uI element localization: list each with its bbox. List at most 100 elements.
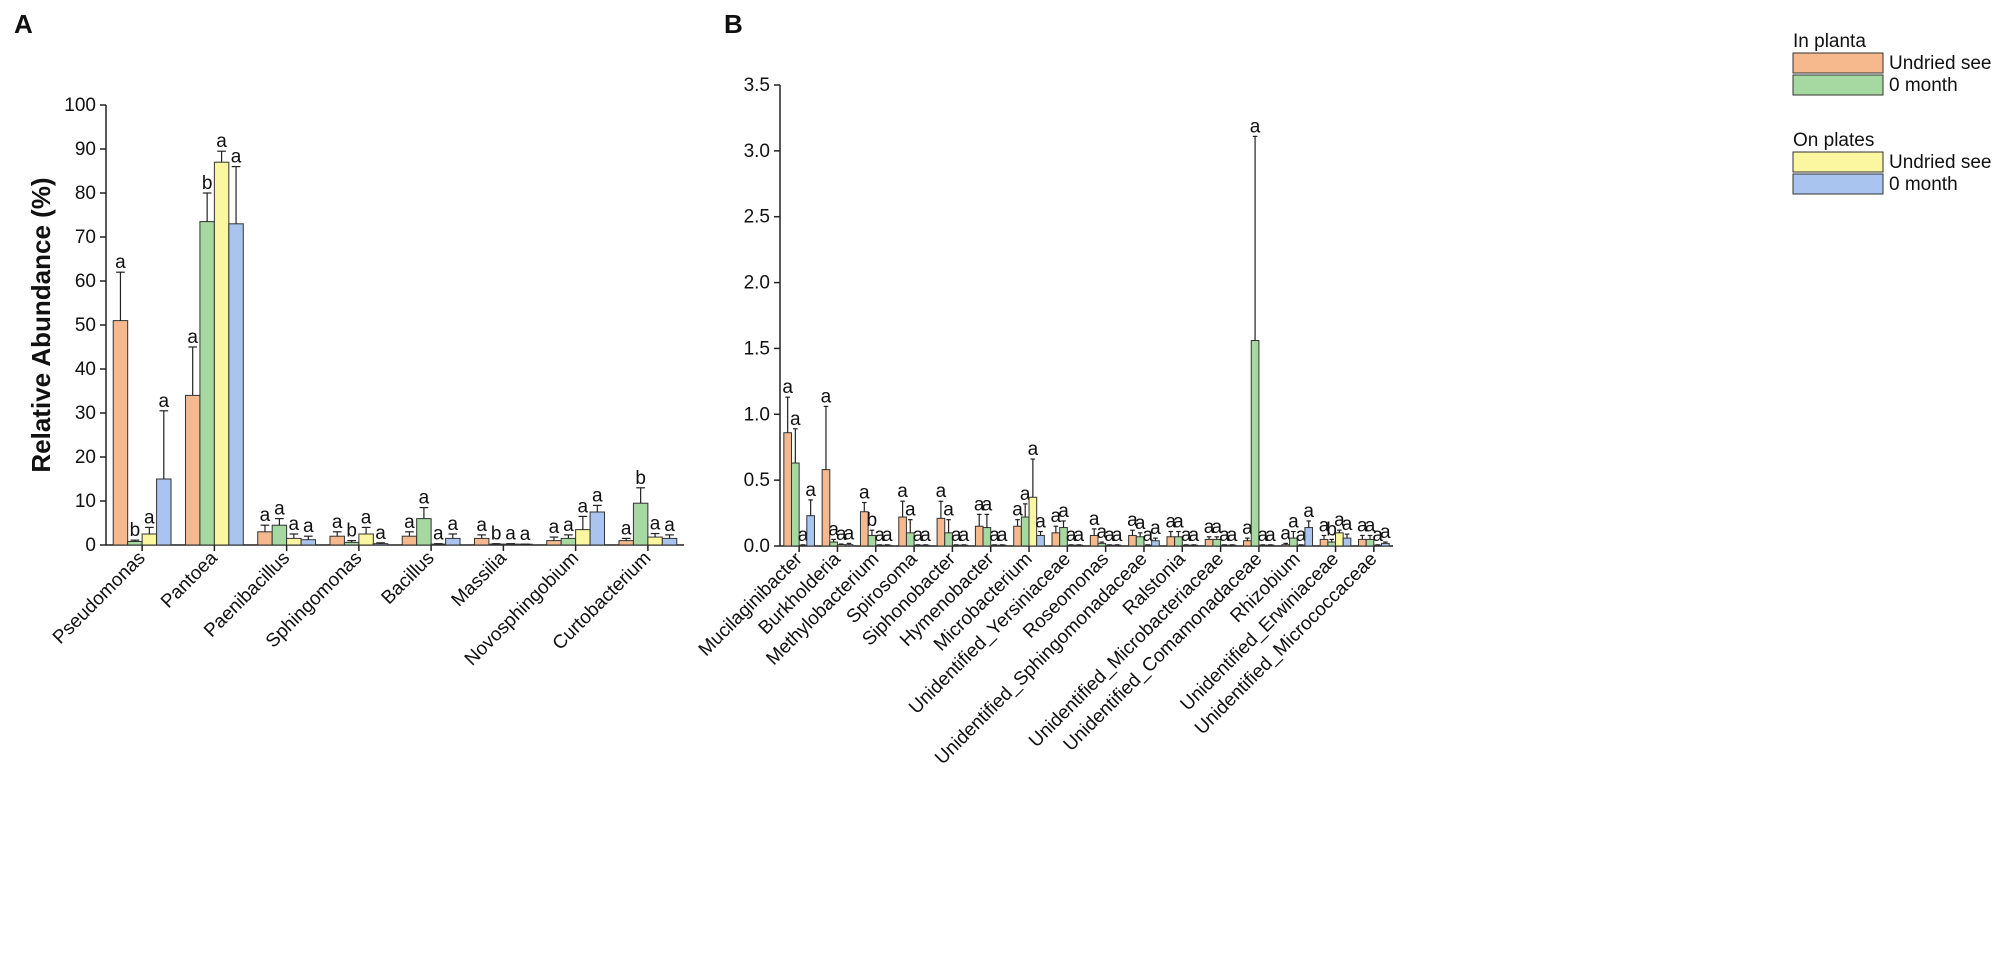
significance-letter: a <box>1135 513 1146 534</box>
significance-letter: a <box>1211 517 1222 538</box>
y-tick-label: 1.5 <box>744 338 770 359</box>
y-tick-label: 80 <box>75 183 96 204</box>
significance-letter: a <box>959 525 970 546</box>
significance-letter: a <box>1058 501 1069 522</box>
significance-letter: a <box>943 500 954 521</box>
significance-letter: b <box>130 520 141 541</box>
y-tick-label: 3.5 <box>744 75 770 96</box>
significance-letter: a <box>1334 510 1345 531</box>
significance-letter: b <box>202 173 213 194</box>
significance-letter: a <box>821 386 832 407</box>
legend-group-title: In planta <box>1793 31 1866 52</box>
bar <box>1243 540 1252 547</box>
significance-letter: a <box>1250 116 1261 137</box>
significance-letter: a <box>951 525 962 546</box>
significance-letter: a <box>621 518 632 539</box>
significance-letter: a <box>563 515 574 536</box>
bar <box>156 478 172 546</box>
significance-letter: a <box>448 514 459 535</box>
bar <box>1304 527 1314 547</box>
significance-letter: a <box>1280 523 1291 544</box>
significance-letter: a <box>1372 525 1383 546</box>
significance-letter: a <box>1380 522 1391 543</box>
significance-letter: a <box>782 377 793 398</box>
significance-letter: a <box>1227 525 1238 546</box>
significance-letter: a <box>1028 439 1039 460</box>
significance-letter: a <box>1066 525 1077 546</box>
significance-letter: a <box>1112 525 1123 546</box>
bar <box>1166 536 1176 547</box>
significance-letter: a <box>375 523 386 544</box>
significance-letter: a <box>433 524 444 545</box>
significance-letter: a <box>549 517 560 538</box>
significance-letter: b <box>491 524 502 545</box>
bar <box>358 533 374 546</box>
significance-letter: a <box>982 494 993 515</box>
significance-letter: a <box>1165 512 1176 533</box>
bar <box>560 537 577 546</box>
bar <box>589 511 606 546</box>
panel-letter: B <box>724 9 743 39</box>
legend-item-label: 0 month <box>1889 75 1958 96</box>
legend-item-label: Undried seed <box>1889 53 1992 74</box>
significance-letter: a <box>159 391 170 412</box>
significance-letter: a <box>859 483 870 504</box>
bar <box>228 223 244 546</box>
bar <box>329 535 345 546</box>
significance-letter: a <box>1219 525 1230 546</box>
significance-letter: a <box>274 499 285 520</box>
significance-letter: a <box>1181 525 1192 546</box>
significance-letter: a <box>882 525 893 546</box>
y-tick-label: 40 <box>75 359 96 380</box>
y-tick-label: 10 <box>75 491 96 512</box>
significance-letter: a <box>897 481 908 502</box>
legend-swatch <box>1792 52 1884 74</box>
legend-item-label: 0 month <box>1889 174 1958 195</box>
bar <box>806 515 815 547</box>
significance-letter: a <box>974 494 985 515</box>
y-tick-label: 3.0 <box>744 141 770 162</box>
legend-group-title: On plates <box>1793 130 1874 151</box>
bar <box>184 394 201 546</box>
significance-letter: a <box>920 525 931 546</box>
significance-letter: a <box>187 327 198 348</box>
bar <box>1128 534 1137 547</box>
significance-letter: a <box>361 507 372 528</box>
significance-letter: b <box>346 521 357 542</box>
significance-letter: a <box>1319 515 1330 536</box>
significance-letter: a <box>592 485 603 506</box>
bar <box>647 536 663 546</box>
significance-letter: a <box>913 525 924 546</box>
significance-letter: a <box>520 524 531 545</box>
bar <box>199 221 215 546</box>
bar <box>127 540 143 546</box>
category-label: Bacillus <box>378 548 439 609</box>
significance-letter: a <box>404 512 415 533</box>
bar <box>416 518 432 546</box>
category-label: Massilia <box>448 547 512 611</box>
significance-letter: a <box>578 496 589 517</box>
bar <box>844 544 854 547</box>
category-label: Pseudomonas <box>49 548 150 649</box>
significance-letter: a <box>1143 525 1154 546</box>
y-tick-label: 90 <box>75 139 96 160</box>
significance-letter: a <box>1051 506 1062 527</box>
bar <box>445 537 461 546</box>
bar <box>618 540 634 546</box>
bar <box>271 524 288 546</box>
y-tick-label: 20 <box>75 447 96 468</box>
bar <box>1342 537 1352 547</box>
significance-letter: a <box>874 525 885 546</box>
significance-letter: a <box>790 409 801 430</box>
bar <box>1250 340 1260 547</box>
bar <box>1358 538 1367 547</box>
significance-letter: a <box>1012 500 1023 521</box>
significance-letter: a <box>836 524 847 545</box>
significance-letter: b <box>635 468 646 489</box>
bar <box>1281 544 1291 547</box>
significance-letter: a <box>1150 518 1161 539</box>
significance-letter: a <box>1204 517 1215 538</box>
significance-letter: a <box>1173 512 1184 533</box>
bar <box>546 540 562 546</box>
